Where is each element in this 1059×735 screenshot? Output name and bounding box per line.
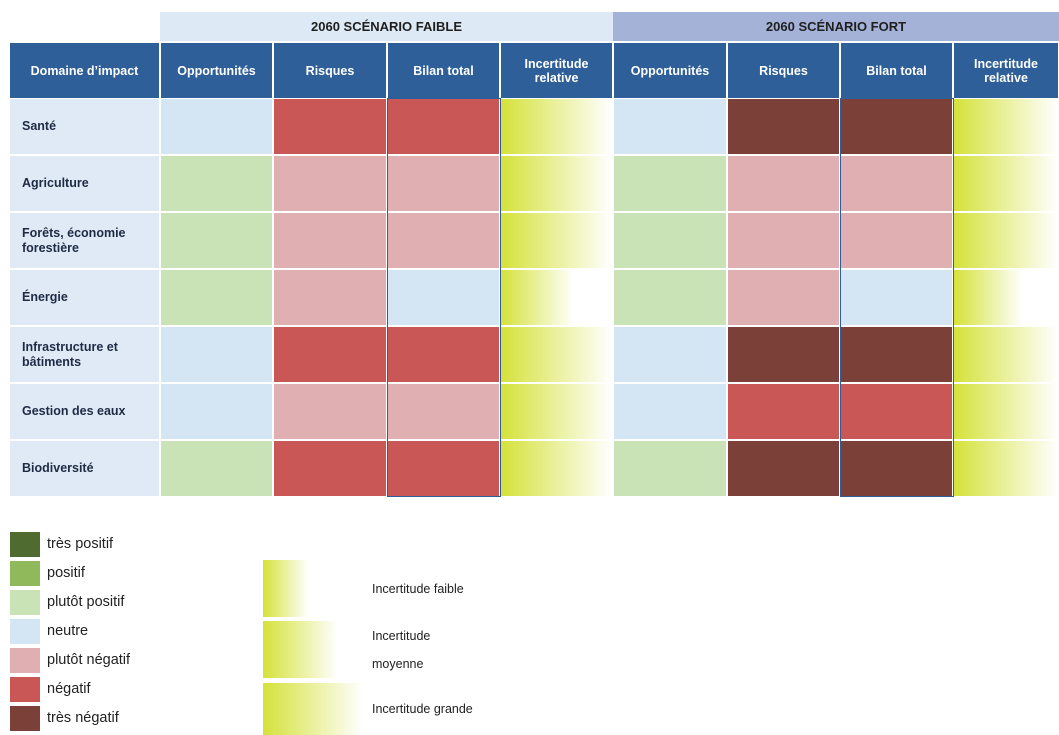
cell bbox=[274, 384, 386, 439]
uncertainty-swatch bbox=[263, 560, 308, 617]
legend-swatch bbox=[10, 561, 40, 586]
bilan-outline bbox=[840, 98, 954, 497]
uncertainty-cell bbox=[954, 327, 1058, 382]
legend-label: positif bbox=[47, 565, 85, 581]
uncertainty-cell bbox=[501, 384, 612, 439]
cell bbox=[728, 156, 839, 211]
cell bbox=[614, 327, 726, 382]
cell bbox=[388, 441, 499, 496]
legend-swatch bbox=[10, 648, 40, 673]
cell bbox=[388, 99, 499, 154]
cell bbox=[614, 156, 726, 211]
cell bbox=[728, 384, 839, 439]
uncertainty-cell bbox=[501, 270, 612, 325]
cell bbox=[161, 384, 272, 439]
cell bbox=[728, 327, 839, 382]
column-header: Risques bbox=[728, 43, 839, 98]
cell bbox=[274, 213, 386, 268]
column-header: Opportunités bbox=[161, 43, 272, 98]
uncertainty-cell bbox=[501, 327, 612, 382]
cell bbox=[841, 99, 952, 154]
cell bbox=[841, 213, 952, 268]
cell bbox=[388, 156, 499, 211]
cell bbox=[388, 270, 499, 325]
uncertainty-cell bbox=[954, 270, 1058, 325]
row-label: Gestion des eaux bbox=[10, 384, 159, 439]
group-header: 2060 SCÉNARIO FORT bbox=[613, 12, 1059, 41]
cell bbox=[614, 441, 726, 496]
uncertainty-label: moyenne bbox=[372, 656, 424, 671]
uncertainty-label: Incertitude bbox=[372, 628, 431, 643]
column-header: Bilan total bbox=[841, 43, 952, 98]
cell bbox=[388, 384, 499, 439]
uncertainty-cell bbox=[954, 156, 1058, 211]
uncertainty-cell bbox=[954, 99, 1058, 154]
cell bbox=[614, 384, 726, 439]
cell bbox=[274, 270, 386, 325]
cell bbox=[841, 441, 952, 496]
uncertainty-cell bbox=[501, 213, 612, 268]
column-header: Domaine d’impact bbox=[10, 43, 159, 98]
uncertainty-cell bbox=[954, 213, 1058, 268]
legend-swatch bbox=[10, 532, 40, 557]
column-header: Risques bbox=[274, 43, 386, 98]
cell bbox=[161, 213, 272, 268]
cell bbox=[274, 327, 386, 382]
uncertainty-cell bbox=[501, 441, 612, 496]
cell bbox=[274, 441, 386, 496]
cell bbox=[841, 156, 952, 211]
uncertainty-label: Incertitude faible bbox=[372, 581, 464, 596]
cell bbox=[841, 270, 952, 325]
cell bbox=[614, 99, 726, 154]
legend-label: très négatif bbox=[47, 710, 119, 726]
cell bbox=[274, 156, 386, 211]
cell bbox=[841, 384, 952, 439]
legend-swatch bbox=[10, 677, 40, 702]
row-label: Énergie bbox=[10, 270, 159, 325]
legend-label: plutôt positif bbox=[47, 594, 125, 610]
legend-swatch bbox=[10, 706, 40, 731]
column-header: Opportunités bbox=[614, 43, 726, 98]
cell bbox=[274, 99, 386, 154]
group-header: 2060 SCÉNARIO FAIBLE bbox=[160, 12, 613, 41]
legend-swatch bbox=[10, 619, 40, 644]
cell bbox=[841, 327, 952, 382]
row-label: Agriculture bbox=[10, 156, 159, 211]
legend-swatch bbox=[10, 590, 40, 615]
uncertainty-cell bbox=[954, 441, 1058, 496]
cell bbox=[728, 441, 839, 496]
row-label: Forêts, économie forestière bbox=[10, 213, 159, 268]
cell bbox=[161, 99, 272, 154]
cell bbox=[728, 270, 839, 325]
cell bbox=[388, 327, 499, 382]
column-header: Incertitude relative bbox=[501, 43, 612, 98]
row-label: Santé bbox=[10, 99, 159, 154]
row-label: Infrastructure et bâtiments bbox=[10, 327, 159, 382]
column-header: Incertitude relative bbox=[954, 43, 1058, 98]
uncertainty-swatch bbox=[263, 683, 363, 735]
legend-label: négatif bbox=[47, 681, 91, 697]
cell bbox=[161, 327, 272, 382]
uncertainty-cell bbox=[954, 384, 1058, 439]
cell bbox=[728, 99, 839, 154]
legend-label: neutre bbox=[47, 623, 89, 639]
legend-label: très positif bbox=[47, 536, 114, 552]
cell bbox=[614, 270, 726, 325]
cell bbox=[728, 213, 839, 268]
uncertainty-cell bbox=[501, 156, 612, 211]
cell bbox=[614, 213, 726, 268]
cell bbox=[161, 156, 272, 211]
column-header: Bilan total bbox=[388, 43, 499, 98]
cell bbox=[161, 270, 272, 325]
bilan-outline bbox=[387, 98, 501, 497]
cell bbox=[161, 441, 272, 496]
uncertainty-swatch bbox=[263, 621, 338, 678]
row-label: Biodiversité bbox=[10, 441, 159, 496]
uncertainty-cell bbox=[501, 99, 612, 154]
legend-label: plutôt négatif bbox=[47, 652, 131, 668]
cell bbox=[388, 213, 499, 268]
uncertainty-label: Incertitude grande bbox=[372, 702, 473, 716]
